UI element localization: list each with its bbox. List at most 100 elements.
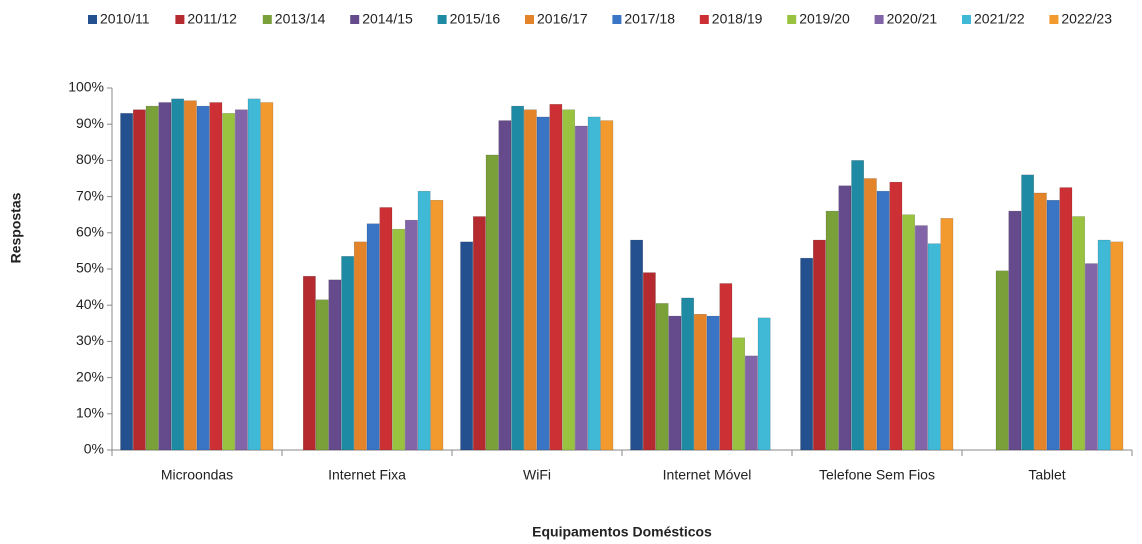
bar (838, 185, 852, 451)
bar (915, 225, 928, 451)
bar (417, 190, 431, 451)
legend-swatch (525, 15, 534, 24)
y-tick-label: 70% (76, 187, 104, 203)
bar (1059, 187, 1073, 451)
bar (757, 317, 771, 451)
x-axis-label: Equipamentos Domésticos (532, 524, 712, 540)
bar (1097, 239, 1111, 451)
legend-label: 2015/16 (450, 11, 501, 27)
bar (851, 160, 864, 451)
bar (145, 105, 159, 451)
y-tick-label: 40% (76, 296, 104, 312)
bar (171, 98, 184, 451)
x-tick-label: Internet Fixa (328, 467, 406, 483)
bar (549, 104, 563, 451)
bar (1034, 192, 1047, 451)
legend-swatch (350, 15, 360, 24)
legend-label: 2022/23 (1061, 11, 1112, 27)
legend-swatch (262, 15, 272, 24)
y-tick-label: 100% (68, 79, 104, 95)
y-tick-label: 60% (76, 224, 104, 240)
legend-swatch (612, 15, 622, 24)
legend-label: 2014/15 (362, 11, 413, 27)
bar (1021, 174, 1034, 451)
legend-swatch (88, 15, 97, 24)
bar (354, 241, 367, 451)
x-tick-label: Microondas (161, 467, 233, 483)
bar (902, 214, 915, 451)
x-tick-label: Telefone Sem Fios (819, 467, 935, 483)
bar (247, 98, 261, 451)
bar (460, 241, 473, 451)
legend-label: 2011/12 (187, 11, 237, 27)
bar (1008, 210, 1022, 451)
x-tick-label: WiFi (523, 467, 551, 483)
legend-label: 2017/18 (624, 11, 675, 27)
bar (668, 315, 682, 451)
bar (562, 109, 575, 451)
bar (706, 315, 720, 451)
bar (209, 102, 223, 451)
bar (655, 303, 669, 451)
bar (158, 102, 172, 451)
bar (222, 113, 235, 451)
bar (876, 190, 890, 451)
bar (630, 239, 643, 451)
bar (1046, 199, 1060, 451)
bar (485, 154, 499, 451)
bar (587, 116, 601, 451)
legend-label: 2010/11 (100, 11, 150, 27)
bar (328, 279, 342, 451)
bar (303, 275, 316, 451)
y-tick-label: 0% (84, 441, 104, 457)
bar (927, 243, 941, 451)
legend-label: 2019/20 (799, 11, 850, 27)
bar (643, 272, 656, 451)
legend-swatch (787, 15, 797, 24)
bar (341, 256, 354, 451)
legend-swatch (962, 15, 971, 24)
bar (732, 337, 745, 451)
legend-label: 2013/14 (275, 11, 326, 27)
legend-label: 2018/19 (712, 11, 763, 27)
legend-swatch (175, 15, 185, 24)
bar (196, 105, 210, 451)
bar (405, 219, 418, 451)
bar (473, 216, 486, 451)
bar (120, 113, 133, 451)
y-axis-label: Respostas (8, 192, 24, 263)
bar (366, 223, 380, 451)
bar (864, 178, 877, 451)
bar (681, 297, 694, 451)
y-tick-label: 10% (76, 405, 104, 421)
bar (813, 239, 826, 451)
bar (379, 207, 393, 451)
legend-swatch (1049, 15, 1059, 24)
legend-label: 2020/21 (887, 11, 938, 27)
bar (1072, 216, 1085, 451)
bar (235, 109, 248, 451)
bar (511, 105, 524, 451)
y-tick-label: 30% (76, 332, 104, 348)
bar (694, 314, 707, 451)
bar (392, 228, 405, 451)
bar (315, 299, 329, 451)
legend-swatch (699, 15, 709, 24)
bar (536, 116, 550, 451)
bar (498, 120, 512, 451)
y-tick-label: 90% (76, 115, 104, 131)
y-tick-label: 50% (76, 260, 104, 276)
bar (889, 181, 903, 451)
bar (430, 199, 444, 451)
bar (524, 109, 537, 451)
bar (995, 270, 1009, 451)
legend-label: 2021/22 (974, 11, 1025, 27)
bar (1110, 241, 1124, 451)
bar (260, 102, 274, 451)
x-tick-label: Tablet (1028, 467, 1065, 483)
y-tick-label: 80% (76, 151, 104, 167)
bar (825, 210, 839, 451)
bar (1085, 263, 1098, 451)
legend-swatch (437, 15, 447, 24)
